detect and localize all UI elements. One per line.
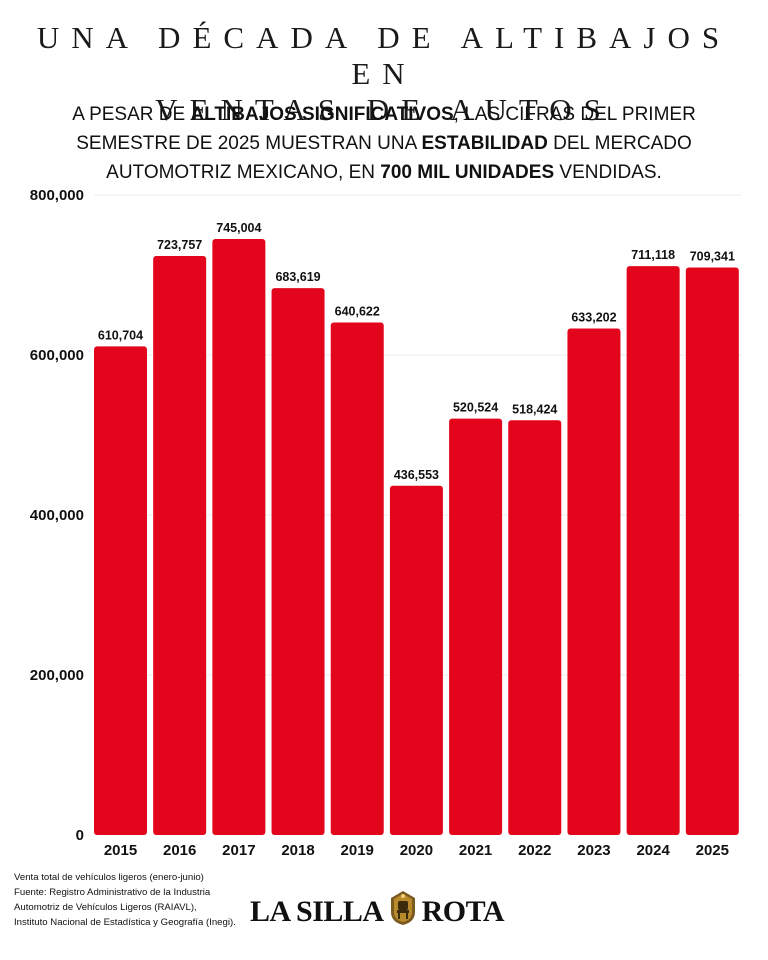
title-line-1: UNA DÉCADA DE ALTIBAJOS EN (36, 20, 732, 91)
x-tick-label: 2018 (281, 842, 314, 859)
bar (685, 267, 739, 835)
title-line-2: VENTAS DE AUTOS (155, 92, 613, 127)
bar-chart: 0 200,000 400,000 600,000 800,000 610,704 2015… (30, 187, 742, 859)
bar-value-label: 683,619 (275, 270, 320, 284)
bar-value-label: 640,622 (335, 305, 380, 319)
bar (330, 322, 384, 835)
y-tick-label: 400,000 (30, 507, 84, 524)
bar-value-label: 610,704 (98, 328, 143, 342)
bar (567, 328, 621, 835)
x-tick-label: 2025 (696, 842, 729, 859)
x-tick-label: 2016 (163, 842, 196, 859)
x-tick-label: 2024 (636, 842, 670, 859)
x-tick-label: 2019 (341, 842, 374, 859)
subtitle-part: VENDIDAS. (554, 162, 662, 183)
x-tick-label: 2015 (104, 842, 137, 859)
bar-value-label: 709,341 (690, 250, 735, 264)
y-tick-label: 0 (76, 827, 84, 844)
footnote-line: Fuente: Registro Administrativo de la In… (14, 887, 211, 898)
bar (271, 288, 325, 835)
footnote-line: Instituto Nacional de Estadística y Geog… (14, 917, 236, 928)
bar-value-label: 518,424 (512, 402, 557, 416)
subtitle-part: A PESAR DE (72, 104, 191, 125)
y-tick-label: 600,000 (30, 347, 84, 364)
subtitle-part: DEL MERCADO AUTOMOTRIZ MEXICANO, EN (106, 133, 692, 183)
bar (212, 238, 266, 835)
bar-value-label: 745,004 (216, 221, 261, 235)
bar-value-label: 633,202 (571, 310, 616, 324)
chair-emblem-icon (388, 890, 418, 934)
x-tick-label: 2020 (400, 842, 433, 859)
bar (153, 255, 207, 836)
bar (449, 418, 503, 835)
logo-text-left: LA SILLA (250, 895, 384, 928)
bar-value-label: 520,524 (453, 401, 498, 415)
x-tick-label: 2022 (518, 842, 551, 859)
chart-subtitle: A PESAR DE ALTIBAJOS SIGNIFICATIVOS, LAS… (20, 100, 748, 187)
x-tick-label: 2017 (222, 842, 255, 859)
bar-value-label: 711,118 (631, 248, 675, 262)
footnote-line: Automotriz de Vehículos Ligeros (RAIAVL)… (14, 902, 197, 913)
bar (389, 485, 443, 835)
y-tick-label: 200,000 (30, 667, 84, 684)
subtitle-part: , LAS CIFRAS DEL PRIMER SEMESTRE DE 2025… (76, 104, 696, 154)
source-footnote: Venta total de vehículos ligeros (enero-… (14, 870, 254, 930)
footnote-line: Venta total de vehículos ligeros (enero-… (14, 872, 204, 883)
bar (94, 346, 147, 835)
y-tick-label: 800,000 (30, 187, 84, 204)
logo-text-right: ROTA (421, 895, 505, 928)
chart-title: UNA DÉCADA DE ALTIBAJOS EN VENTAS DE AUT… (0, 20, 768, 128)
bar-value-label: 723,757 (157, 238, 202, 252)
bar (626, 266, 680, 835)
subtitle-part: ESTABILIDAD (421, 133, 548, 154)
brand-logo: LA SILLA ROTA (250, 890, 505, 934)
subtitle-part: 700 MIL UNIDADES (380, 162, 555, 183)
x-tick-label: 2021 (459, 842, 492, 859)
bar (508, 420, 562, 835)
subtitle-part: ALTIBAJOS SIGNIFICATIVOS (190, 104, 454, 125)
x-tick-label: 2023 (577, 842, 610, 859)
bar-value-label: 436,553 (394, 468, 439, 482)
